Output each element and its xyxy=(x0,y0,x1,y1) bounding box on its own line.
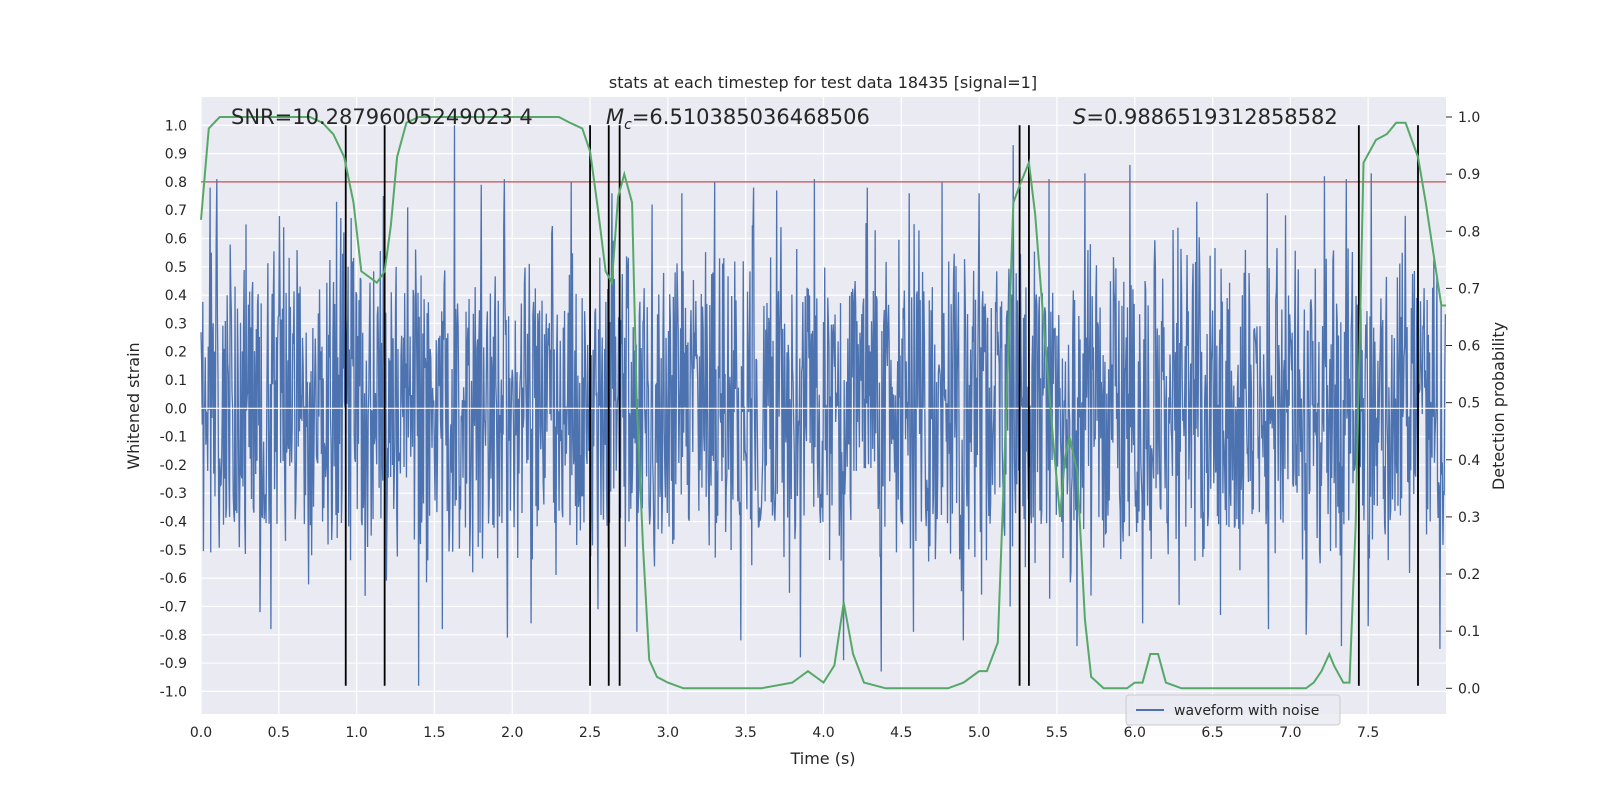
y2-tick-label: 0.5 xyxy=(1458,396,1480,412)
y-tick-label: -1.0 xyxy=(160,684,187,700)
chirp-mass-value: =6.510385036468506 xyxy=(632,105,870,129)
y2-axis-label: Detection probability xyxy=(1489,322,1508,490)
y-tick-label: 0.9 xyxy=(165,147,187,163)
x-tick-label: 5.0 xyxy=(968,725,990,741)
s-symbol: S xyxy=(1073,105,1086,129)
y-tick-label: 0.4 xyxy=(165,288,187,304)
probability-line xyxy=(200,116,1446,690)
y-tick-label: 0.3 xyxy=(165,316,187,332)
y2-tick-label: 0.0 xyxy=(1458,681,1480,697)
y2-tick-label: 0.9 xyxy=(1458,167,1480,183)
y2-tick-labels: 1.0 0.9 0.8 0.7 0.6 0.5 0.4 0.3 0.2 0.1 0.0 xyxy=(1446,110,1480,697)
snr-annotation: SNR=10.28796005249023 4 xyxy=(231,105,533,129)
y2-tick-label: 0.4 xyxy=(1458,453,1480,469)
y-tick-label: -0.1 xyxy=(160,430,187,446)
x-tick-label: 3.0 xyxy=(657,725,679,741)
y2-tick-label: 1.0 xyxy=(1458,110,1480,126)
y-axis-label: Whitened strain xyxy=(124,342,143,469)
x-tick-label: 2.5 xyxy=(579,725,601,741)
y-tick-label: 0.1 xyxy=(165,373,187,389)
y2-tick-label: 0.3 xyxy=(1458,510,1480,526)
y2-tick-label: 0.1 xyxy=(1458,624,1480,640)
y-tick-label: -0.6 xyxy=(160,571,187,587)
y-tick-label: -0.4 xyxy=(160,515,187,531)
y-tick-label: -0.7 xyxy=(160,599,187,615)
x-tick-label: 5.5 xyxy=(1046,725,1068,741)
x-tick-label: 7.5 xyxy=(1357,725,1379,741)
legend-label: waveform with noise xyxy=(1174,703,1319,719)
x-tick-label: 3.5 xyxy=(735,725,757,741)
chart-title: stats at each timestep for test data 184… xyxy=(609,73,1037,92)
x-tick-label: 6.5 xyxy=(1201,725,1223,741)
x-tick-label: 0.0 xyxy=(190,725,212,741)
y-tick-label: 0.5 xyxy=(165,260,187,276)
y-tick-labels: 1.0 0.9 0.8 0.7 0.6 0.5 0.4 0.3 0.2 0.1 0.0 -0.1 -0.… xyxy=(160,118,187,700)
legend-box xyxy=(1125,694,1341,726)
x-tick-label: 0.5 xyxy=(268,725,290,741)
legend: waveform with noise xyxy=(1125,694,1341,726)
chirp-mass-annotation: Mc=6.510385036468506 xyxy=(606,105,870,133)
y-tick-label: 0.7 xyxy=(165,203,187,219)
y-tick-label: 0.2 xyxy=(165,345,187,361)
chirp-mass-subscript: c xyxy=(624,117,632,133)
x-tick-labels: 0.0 0.5 1.0 1.5 2.0 2.5 3.0 3.5 4.0 4.5 5.0 5.5 6.0 6… xyxy=(190,725,1379,741)
s-annotation: S=0.9886519312858582 xyxy=(1073,105,1338,129)
y-tick-label: 1.0 xyxy=(165,118,187,134)
x-tick-label: 2.0 xyxy=(501,725,523,741)
x-tick-label: 4.0 xyxy=(812,725,834,741)
x-tick-label: 7.0 xyxy=(1279,725,1301,741)
y-tick-label: -0.3 xyxy=(160,486,187,502)
chirp-mass-symbol: M xyxy=(606,105,624,129)
y-tick-label: 0.0 xyxy=(165,401,187,417)
y-tick-label: 0.8 xyxy=(165,175,187,191)
waveform-series xyxy=(200,125,1447,686)
y-tick-label: -0.8 xyxy=(160,628,187,644)
x-tick-label: 6.0 xyxy=(1124,725,1146,741)
x-tick-label: 1.5 xyxy=(423,725,445,741)
x-tick-label: 4.5 xyxy=(890,725,912,741)
y-tick-label: -0.5 xyxy=(160,543,187,559)
reference-lines xyxy=(201,181,1446,409)
y-tick-label: -0.2 xyxy=(160,458,187,474)
y-tick-label: -0.9 xyxy=(160,656,187,672)
waveform-line xyxy=(200,125,1447,686)
s-value: =0.9886519312858582 xyxy=(1086,105,1337,129)
y2-tick-label: 0.2 xyxy=(1458,567,1480,583)
y2-tick-label: 0.6 xyxy=(1458,339,1480,355)
y-tick-label: 0.6 xyxy=(165,232,187,248)
probability-series xyxy=(200,116,1446,690)
x-axis-label: Time (s) xyxy=(789,749,855,768)
y2-tick-label: 0.8 xyxy=(1458,224,1480,240)
y2-tick-label: 0.7 xyxy=(1458,281,1480,297)
x-tick-label: 1.0 xyxy=(345,725,367,741)
